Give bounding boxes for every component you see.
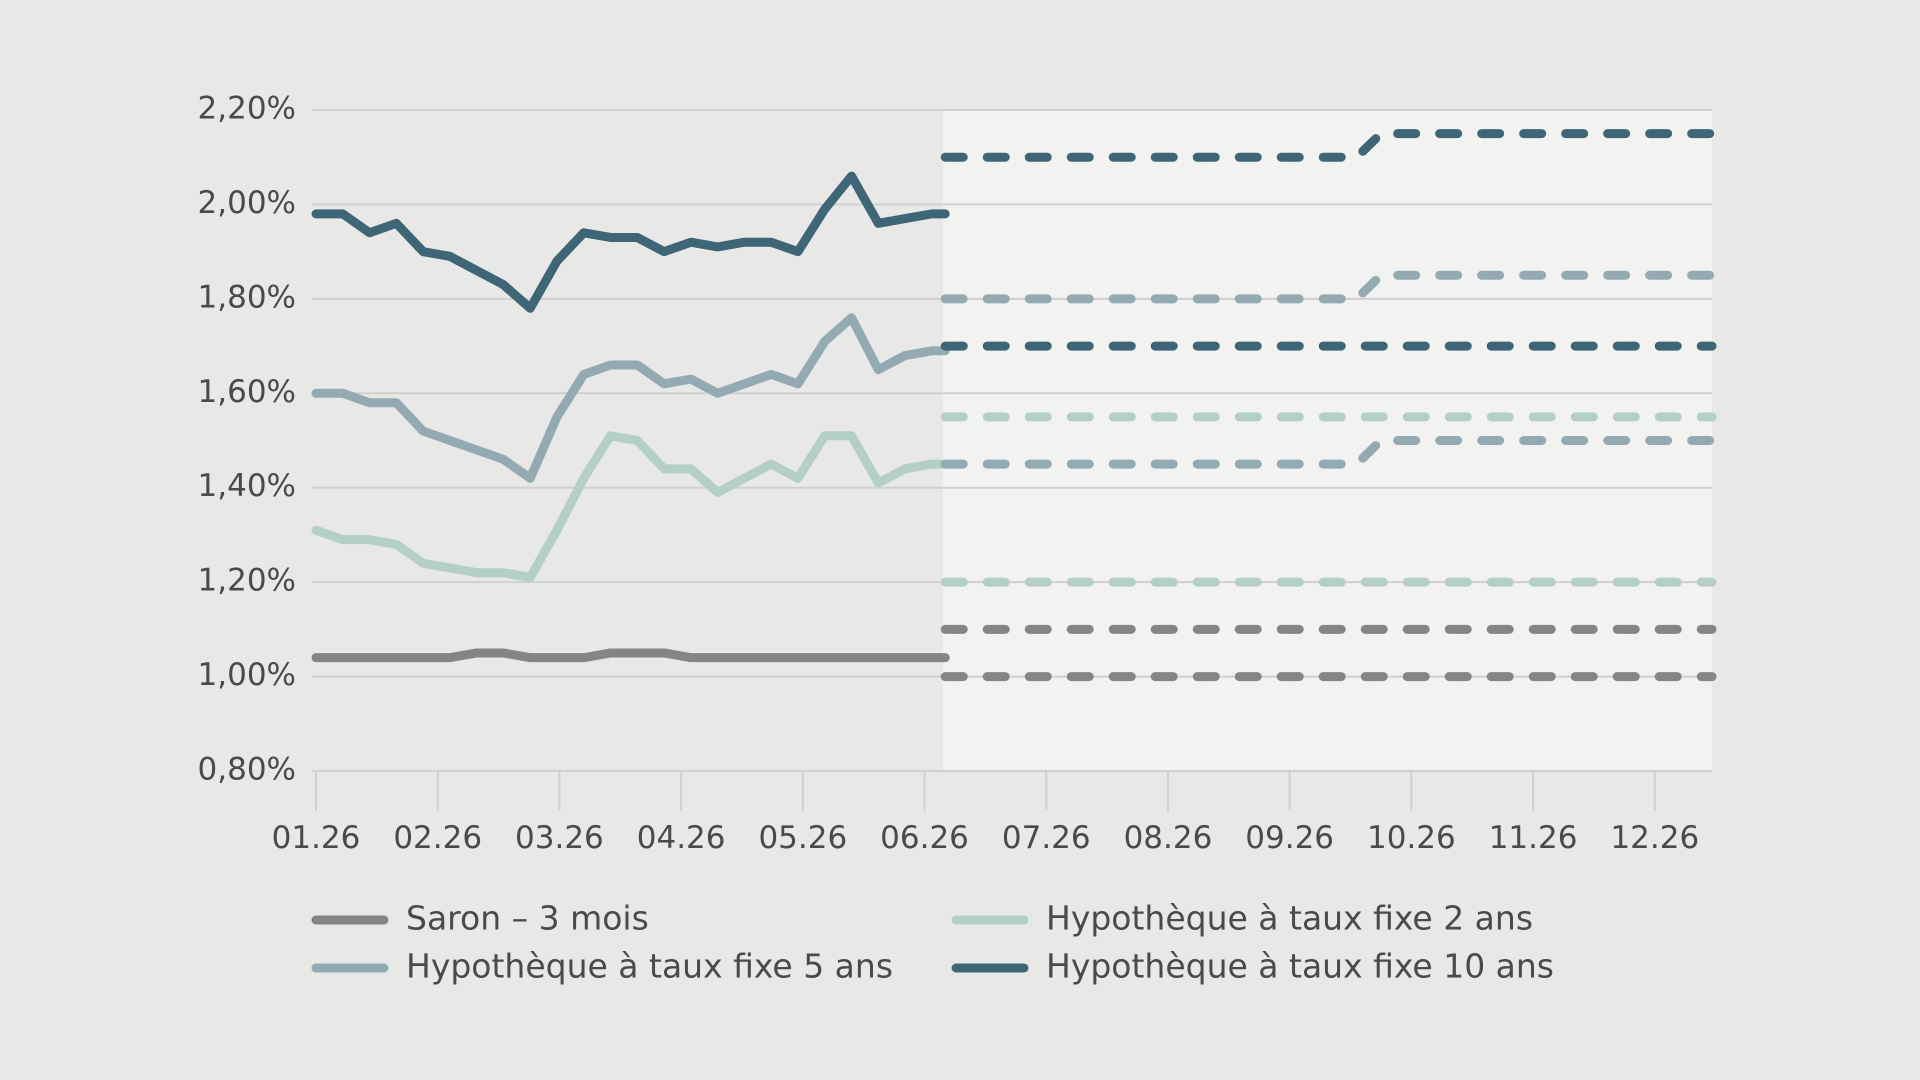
legend-label-fixed-10y: Hypothèque à taux fixe 10 ans <box>1046 947 1554 986</box>
x-tick-label: 01.26 <box>272 820 361 856</box>
y-tick-label: 2,00% <box>198 185 296 221</box>
legend-item-fixed-2y: Hypothèque à taux fixe 2 ans <box>951 899 1533 938</box>
legend: Saron – 3 mois Hypothèque à taux fixe 2 … <box>311 899 1554 986</box>
x-tick-label: 05.26 <box>758 820 847 856</box>
y-tick-label: 1,20% <box>198 563 296 599</box>
series-1 <box>311 412 1717 587</box>
x-tick-label: 11.26 <box>1489 820 1578 856</box>
series-2 <box>311 270 1717 483</box>
x-tick-label: 02.26 <box>393 820 482 856</box>
grid-lines <box>312 109 1712 772</box>
y-tick-label: 2,20% <box>198 91 296 127</box>
legend-item-fixed-10y: Hypothèque à taux fixe 10 ans <box>951 947 1554 986</box>
y-axis: 2,20% 2,00% 1,80% 1,60% 1,40% 1,20% 1,00% 0,80% <box>198 91 296 788</box>
x-axis: 01.26 02.26 03.26 04.26 05.26 06.26 07.26 08.26… <box>272 771 1699 856</box>
series-line-actual <box>311 313 950 483</box>
series-line-actual <box>311 171 950 313</box>
legend-label-fixed-2y: Hypothèque à taux fixe 2 ans <box>1046 899 1533 938</box>
series-layer <box>311 129 1717 682</box>
series-0 <box>311 624 1717 682</box>
series-line-actual <box>311 648 950 663</box>
series-line-actual <box>311 431 950 582</box>
y-tick-label: 1,00% <box>198 657 296 693</box>
legend-item-saron: Saron – 3 mois <box>311 899 649 938</box>
y-tick-label: 1,60% <box>198 374 296 410</box>
x-tick-label: 08.26 <box>1124 820 1213 856</box>
legend-label-fixed-5y: Hypothèque à taux fixe 5 ans <box>406 947 893 986</box>
x-tick-label: 09.26 <box>1245 820 1334 856</box>
y-tick-label: 1,40% <box>198 468 296 504</box>
x-tick-label: 04.26 <box>637 820 726 856</box>
x-tick-label: 03.26 <box>515 820 604 856</box>
forecast-region <box>942 110 1712 771</box>
series-line-forecast <box>940 129 1717 162</box>
series-line-forecast <box>940 270 1717 304</box>
x-tick-label: 10.26 <box>1367 820 1456 856</box>
y-tick-label: 0,80% <box>198 752 296 788</box>
x-tick-label: 06.26 <box>880 820 969 856</box>
series-line-forecast <box>940 436 1717 469</box>
legend-item-fixed-5y: Hypothèque à taux fixe 5 ans <box>311 947 893 986</box>
series-3 <box>311 129 1717 351</box>
y-tick-label: 1,80% <box>198 279 296 315</box>
x-tick-label: 12.26 <box>1610 820 1699 856</box>
x-tick-label: 07.26 <box>1002 820 1091 856</box>
legend-label-saron: Saron – 3 mois <box>406 899 649 938</box>
